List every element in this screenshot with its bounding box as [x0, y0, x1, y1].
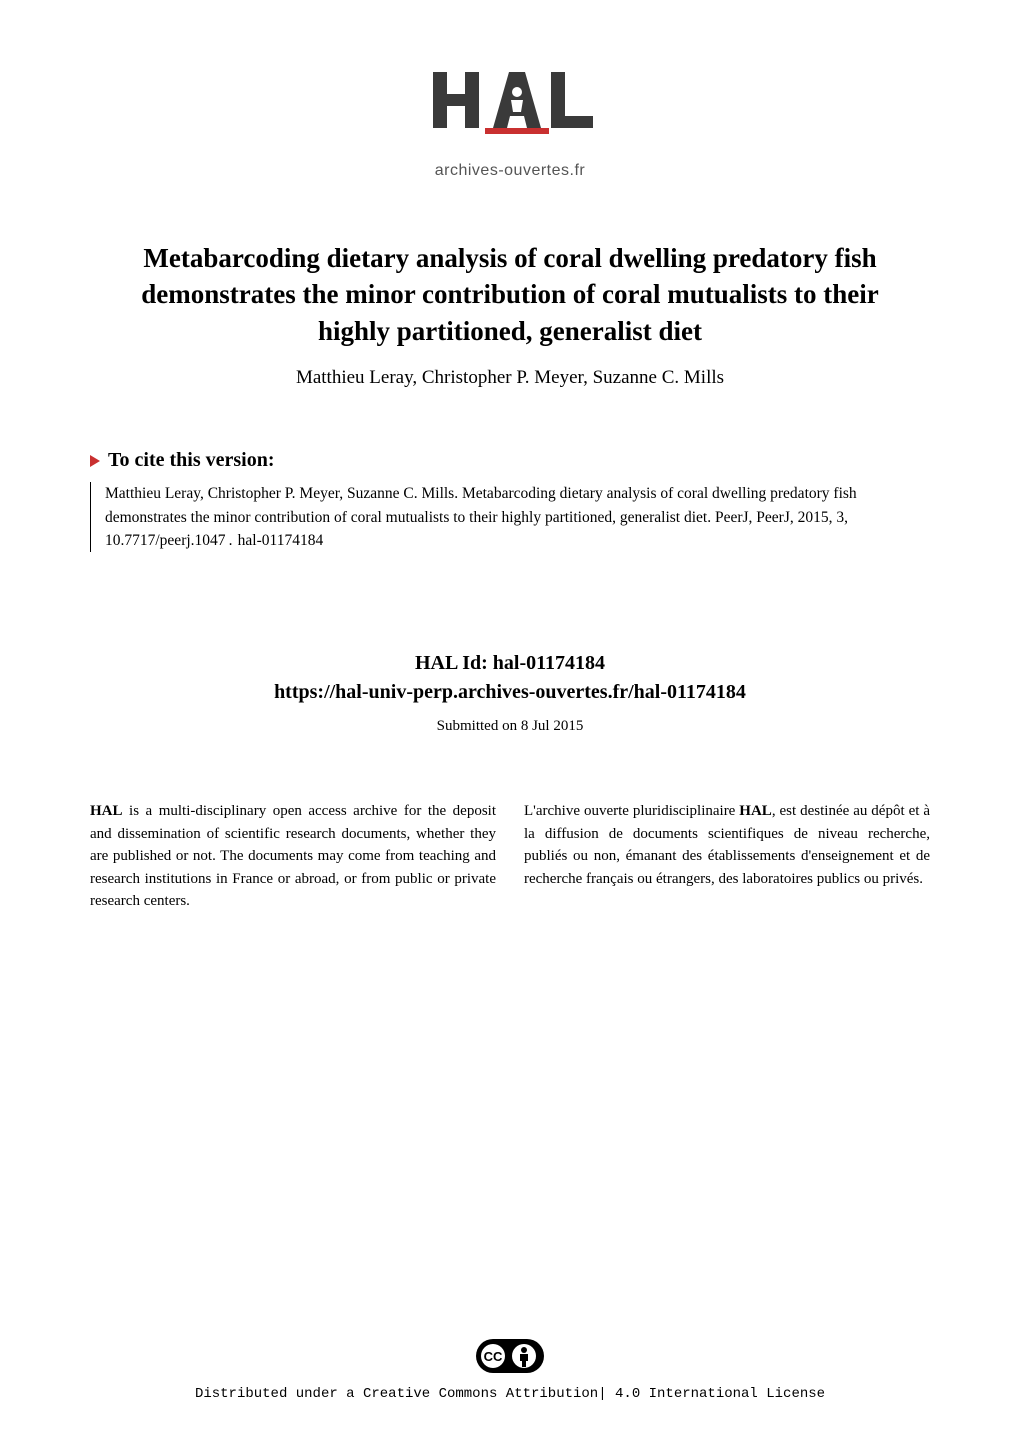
col-left-bold: HAL [90, 803, 123, 819]
cite-body: Matthieu Leray, Christopher P. Meyer, Su… [90, 482, 930, 552]
cite-heading-text: To cite this version: [108, 449, 274, 472]
col-right-lead: L'archive ouverte pluridisciplinaire [524, 803, 739, 819]
license-link[interactable]: Attribution| 4.0 International License [506, 1386, 825, 1402]
license-prefix: Distributed under a Creative Commons [195, 1386, 506, 1402]
cc-icon: CC [476, 1339, 544, 1373]
hal-id: HAL Id: hal-01174184 [90, 652, 930, 675]
hal-id-section: HAL Id: hal-01174184 https://hal-univ-pe… [90, 652, 930, 790]
license-text: Distributed under a Creative Commons Att… [90, 1386, 930, 1402]
authors-line: Matthieu Leray, Christopher P. Meyer, Su… [90, 367, 930, 389]
logo-subtitle: archives-ouvertes.fr [90, 162, 930, 180]
col-left-text: is a multi-disciplinary open access arch… [90, 803, 496, 909]
license-footer: CC Distributed under a Creative Commons … [90, 1339, 930, 1402]
cc-by-badge: CC [90, 1339, 930, 1378]
svg-text:CC: CC [484, 1349, 503, 1364]
cite-section: To cite this version: Matthieu Leray, Ch… [90, 449, 930, 552]
hal-url[interactable]: https://hal-univ-perp.archives-ouvertes.… [90, 681, 930, 704]
col-right-bold: HAL [739, 803, 772, 819]
submitted-date: Submitted on 8 Jul 2015 [90, 718, 930, 735]
hal-logo: archives-ouvertes.fr [90, 60, 930, 180]
column-right: L'archive ouverte pluridisciplinaire HAL… [524, 800, 930, 913]
paper-title: Metabarcoding dietary analysis of coral … [110, 240, 910, 349]
triangle-right-icon [90, 455, 100, 467]
cite-heading: To cite this version: [90, 449, 930, 472]
hal-logo-svg [415, 60, 605, 155]
description-columns: HAL is a multi-disciplinary open access … [90, 800, 930, 913]
column-left: HAL is a multi-disciplinary open access … [90, 800, 496, 913]
